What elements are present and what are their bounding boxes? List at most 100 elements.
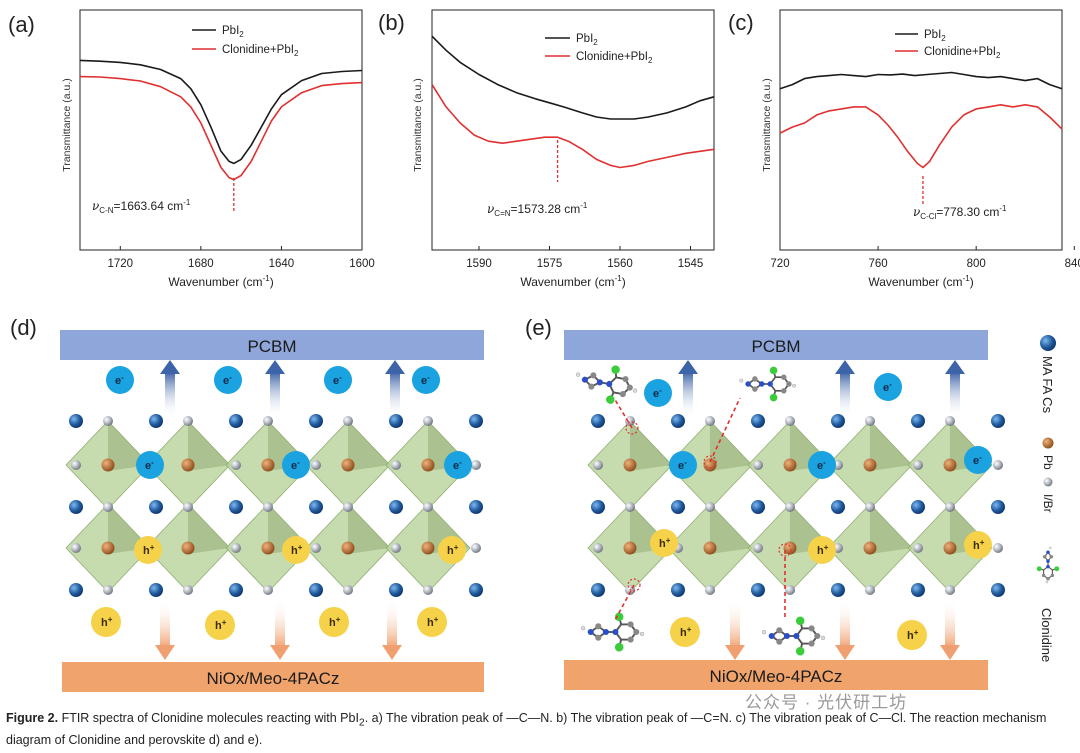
halide-atom: [913, 543, 923, 553]
clonidine-molecules: [575, 365, 826, 656]
charge-carriers: e-e-e-e-e-e-e-h+ h+ h+ h+ h+ h+ h+: [91, 360, 472, 660]
pb-sphere: [1042, 437, 1054, 449]
octahedron-shade: [348, 504, 390, 554]
legend: PbI2 Clonidine+PbI2: [545, 33, 653, 65]
hydrogen-atom: [820, 635, 826, 641]
electron-label: e-: [453, 458, 462, 472]
perovskite-lattice: [65, 414, 483, 597]
octahedron-shade: [188, 504, 230, 554]
hole-arrow-shaft: [840, 600, 850, 648]
series-group: [79, 59, 363, 181]
cation-atom: [229, 583, 243, 597]
caption-text: FTIR spectra of Clonidine molecules reac…: [58, 711, 359, 725]
chlorine-atom: [611, 365, 620, 374]
atom: [588, 383, 595, 390]
atom: [752, 376, 758, 382]
cation-atom: [229, 414, 243, 428]
hole-label: h+: [329, 615, 341, 629]
halide-atom: [183, 416, 193, 426]
niox-bar: [564, 660, 988, 690]
pb-atom: [703, 541, 717, 555]
pb-atom: [863, 541, 877, 555]
interaction-arrow: [709, 397, 741, 463]
x-tick-label: 1720: [107, 258, 133, 270]
atom: [768, 632, 775, 640]
cation-atom: [149, 583, 163, 597]
atom: [602, 628, 609, 636]
legend-label-pbi2: PbI2: [222, 25, 244, 39]
series-line-pbi2: [79, 59, 363, 165]
atom: [1046, 550, 1050, 555]
electron-arrow-head: [835, 360, 855, 374]
hole: [134, 536, 162, 564]
halide-atom: [993, 543, 1003, 553]
plot-frame: [79, 9, 363, 251]
halide-atom: [753, 460, 763, 470]
interaction-site: [625, 421, 639, 435]
octahedron-shade: [630, 421, 672, 471]
cation-atom: [911, 414, 925, 428]
halide-atom: [625, 502, 635, 512]
hole-label: h+: [817, 543, 829, 557]
electron-label: e-: [817, 458, 826, 472]
electron-label: e-: [883, 380, 892, 394]
cation-atom: [911, 583, 925, 597]
atom: [745, 381, 751, 387]
x-tick-label: 1575: [537, 258, 563, 270]
electron-arrow-head: [945, 360, 965, 374]
cation-atom: [229, 500, 243, 514]
hole-arrow-shaft: [945, 600, 955, 648]
atom: [627, 636, 634, 643]
clonidine-legend-molecule: [1036, 546, 1060, 584]
hydrogen-atom: [1048, 546, 1052, 550]
octahedron-shade: [348, 421, 390, 471]
x-tick-label: 720: [770, 258, 789, 270]
halide-atom: [263, 416, 273, 426]
halide-atom: [423, 502, 433, 512]
interaction-arrow: [613, 584, 635, 623]
electron: [136, 451, 164, 479]
cation-atom: [469, 414, 483, 428]
cation-atom: [69, 500, 83, 514]
peak-label: νC-N=1663.64 cm-1: [92, 198, 191, 215]
pb-atom: [341, 541, 355, 555]
x-ticks: 720 760 800 840: [770, 246, 1080, 270]
electron-arrow-head: [265, 360, 285, 374]
cation-atom: [469, 500, 483, 514]
pb-atom: [943, 541, 957, 555]
cation-atom: [389, 500, 403, 514]
halide-atom: [71, 543, 81, 553]
atom: [590, 372, 597, 379]
cation-atom: [991, 414, 1005, 428]
series-line-clonidine: [79, 75, 363, 181]
electron: [808, 451, 836, 479]
legend-label-clonidine: Clonidine+PbI2: [222, 44, 299, 58]
halide-atom: [231, 543, 241, 553]
hydrogen-atom: [639, 631, 645, 637]
cation-atom: [671, 414, 685, 428]
atom: [627, 621, 634, 628]
cation-atom: [69, 414, 83, 428]
hole-arrow-head: [382, 645, 402, 660]
x-tick-label: 1600: [349, 258, 375, 270]
atom: [781, 388, 787, 394]
halide-atom: [865, 585, 875, 595]
cation-sphere: [1040, 335, 1056, 351]
cation-atom: [751, 414, 765, 428]
pcbm-bar: [60, 330, 484, 360]
electron-arrow-shaft: [270, 372, 280, 418]
halide-atom: [945, 502, 955, 512]
chlorine-atom: [795, 646, 805, 656]
halide-atom: [993, 460, 1003, 470]
chart-b: (b) Transmittance (a.u.) Wavenumber (cm-…: [378, 9, 715, 289]
clonidine-molecule: [575, 365, 638, 404]
hole-arrow-shaft: [275, 600, 285, 648]
series-group: [431, 35, 715, 169]
x-axis-label: Wavenumber (cm-1): [168, 274, 273, 289]
legend-label-pbi2: PbI2: [576, 33, 598, 47]
atom: [1041, 573, 1046, 578]
atom: [758, 381, 765, 387]
hole: [319, 607, 349, 637]
electron-arrow-shaft: [840, 372, 850, 418]
panel-label-e: (e): [525, 315, 552, 340]
